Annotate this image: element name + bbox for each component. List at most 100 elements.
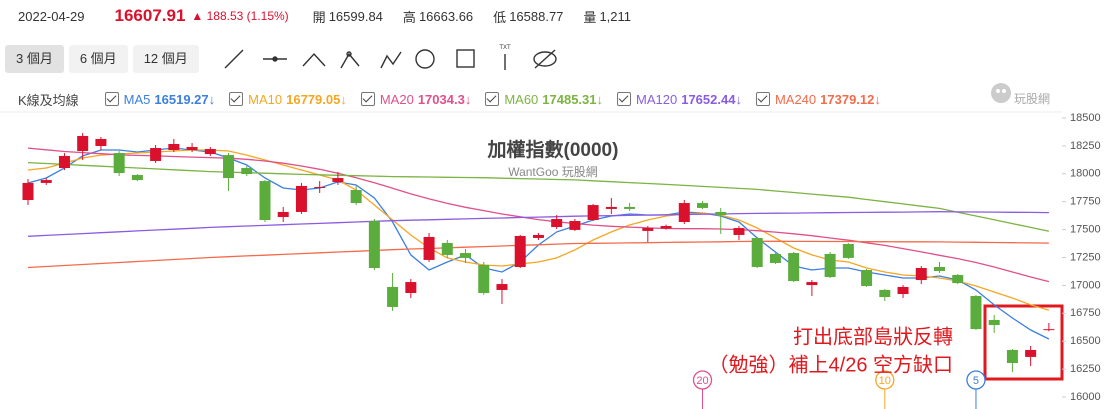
candle-body bbox=[514, 235, 526, 267]
candle-body bbox=[1043, 329, 1055, 331]
legend-checkbox[interactable] bbox=[485, 92, 500, 106]
y-tick-label: 18250 bbox=[1070, 140, 1101, 152]
legend-name: MA5 bbox=[123, 91, 151, 107]
candle-body bbox=[733, 228, 745, 235]
range-button[interactable]: 12 個月 bbox=[132, 45, 199, 73]
abcd-tool[interactable] bbox=[380, 51, 402, 69]
circle-tool[interactable] bbox=[415, 49, 435, 69]
ma-line bbox=[27, 211, 1049, 237]
candle-body bbox=[751, 237, 763, 267]
range-button[interactable]: 3 個月 bbox=[5, 45, 64, 73]
low-label: 低 bbox=[493, 9, 507, 25]
candle-body bbox=[532, 234, 544, 238]
y-tick-label: 17000 bbox=[1070, 279, 1101, 291]
line-tool[interactable] bbox=[224, 49, 244, 69]
legend-item: MA120 17652.44 ↓ bbox=[617, 92, 742, 107]
y-tick-label: 16000 bbox=[1070, 391, 1101, 403]
legend-name: MA60 bbox=[504, 91, 539, 107]
legend-checkbox[interactable] bbox=[104, 92, 119, 106]
candle-body bbox=[952, 275, 964, 284]
volume-label: 量 bbox=[583, 9, 597, 25]
candle-body bbox=[678, 203, 690, 223]
ma-line bbox=[27, 161, 1050, 232]
hide-tool[interactable] bbox=[533, 49, 557, 69]
legend-trend: ↓ bbox=[208, 91, 216, 107]
legend-value: 17485.31 bbox=[542, 91, 597, 107]
legend-checkbox[interactable] bbox=[360, 92, 375, 106]
marker bbox=[692, 370, 713, 390]
angle-tool[interactable] bbox=[302, 52, 326, 67]
marker-label: 20 bbox=[696, 375, 708, 387]
chart-subtitle: WantGoo 玩股網 bbox=[508, 165, 598, 179]
legend-value: 17652.44 bbox=[681, 91, 736, 107]
marker-label: 5 bbox=[973, 375, 979, 387]
legend-item: MA10 16779.05 ↓ bbox=[229, 92, 347, 107]
candle-body bbox=[95, 138, 107, 147]
high-label: 高 bbox=[402, 9, 416, 25]
legend-trend: ↓ bbox=[735, 91, 742, 107]
legend-checkbox[interactable] bbox=[229, 92, 244, 106]
legend-value: 17034.3 bbox=[417, 91, 465, 107]
candle-body bbox=[879, 289, 891, 298]
y-tick-label: 16500 bbox=[1070, 335, 1101, 347]
annotation: （勉強）補上4/26 空方缺口 bbox=[709, 353, 953, 376]
candle-body bbox=[551, 218, 563, 228]
candle-body bbox=[186, 147, 198, 151]
candle-body bbox=[660, 226, 672, 229]
legend-item: MA20 17034.3 ↓ bbox=[360, 91, 472, 107]
y-tick-label: 17500 bbox=[1070, 224, 1101, 236]
range-button[interactable]: 6 個月 bbox=[68, 45, 128, 73]
candle-body bbox=[277, 211, 289, 217]
logo: 玩股網 bbox=[988, 76, 1050, 107]
legend-checkbox[interactable] bbox=[617, 92, 632, 106]
abc-tool[interactable] bbox=[340, 51, 360, 69]
candle-body bbox=[769, 253, 781, 263]
ma-line bbox=[27, 147, 1050, 283]
candle-body bbox=[387, 286, 399, 307]
legend-title: K線及均線 bbox=[18, 92, 79, 108]
candle-body bbox=[168, 144, 180, 151]
legend-trend: ↓ bbox=[596, 91, 604, 107]
candle-body bbox=[842, 243, 854, 258]
legend-trend: ↓ bbox=[340, 91, 347, 107]
candle-body bbox=[332, 178, 344, 183]
candle-body bbox=[697, 203, 709, 208]
legend-name: MA20 bbox=[379, 91, 414, 107]
annotation: 打出底部島狀反轉 bbox=[793, 325, 953, 348]
text-tool-label: TXT bbox=[499, 45, 511, 51]
legend-value: 16519.27 bbox=[154, 91, 209, 107]
candle-body bbox=[113, 153, 125, 174]
y-tick-label: 17750 bbox=[1070, 196, 1101, 208]
legend-trend: ↓ bbox=[464, 91, 472, 107]
legend-value: 17379.12 bbox=[820, 91, 875, 107]
candle-body bbox=[150, 148, 162, 161]
hline-tool[interactable] bbox=[262, 56, 287, 62]
legend-item: MA5 16519.27 ↓ bbox=[104, 91, 216, 107]
date: 2022-04-29 bbox=[18, 8, 85, 24]
y-tick-label: 18000 bbox=[1070, 168, 1101, 180]
toolbar: 3 個月 6 個月 12 個月 TXT bbox=[0, 44, 571, 74]
rect-tool[interactable] bbox=[456, 49, 475, 68]
ma-line bbox=[27, 149, 1050, 311]
draw-tools: TXT bbox=[224, 45, 557, 70]
candle-body bbox=[22, 182, 34, 201]
candle-body bbox=[405, 282, 417, 293]
text-tool[interactable]: TXT bbox=[499, 45, 511, 70]
candle-body bbox=[788, 253, 800, 282]
candle-body bbox=[587, 205, 599, 221]
volume-value: 1,211 bbox=[599, 8, 632, 24]
legend-checkbox[interactable] bbox=[755, 92, 770, 106]
legend-name: MA240 bbox=[774, 91, 817, 107]
candle-body bbox=[441, 242, 453, 255]
legend: K線及均線 MA5 16519.27 ↓ MA10 16779.05 ↓ MA20 17034… bbox=[0, 89, 895, 109]
candle-body bbox=[824, 253, 836, 278]
candle-body bbox=[295, 185, 307, 212]
candle-body bbox=[806, 282, 818, 286]
legend-item: MA240 17379.12 ↓ bbox=[755, 91, 881, 107]
candle-body bbox=[223, 155, 235, 179]
high-value: 16663.66 bbox=[418, 8, 474, 24]
candle-body bbox=[314, 186, 326, 188]
ma-line bbox=[27, 240, 1049, 269]
price: 16607.91 bbox=[114, 6, 186, 25]
legend-value: 16779.05 bbox=[286, 91, 341, 107]
